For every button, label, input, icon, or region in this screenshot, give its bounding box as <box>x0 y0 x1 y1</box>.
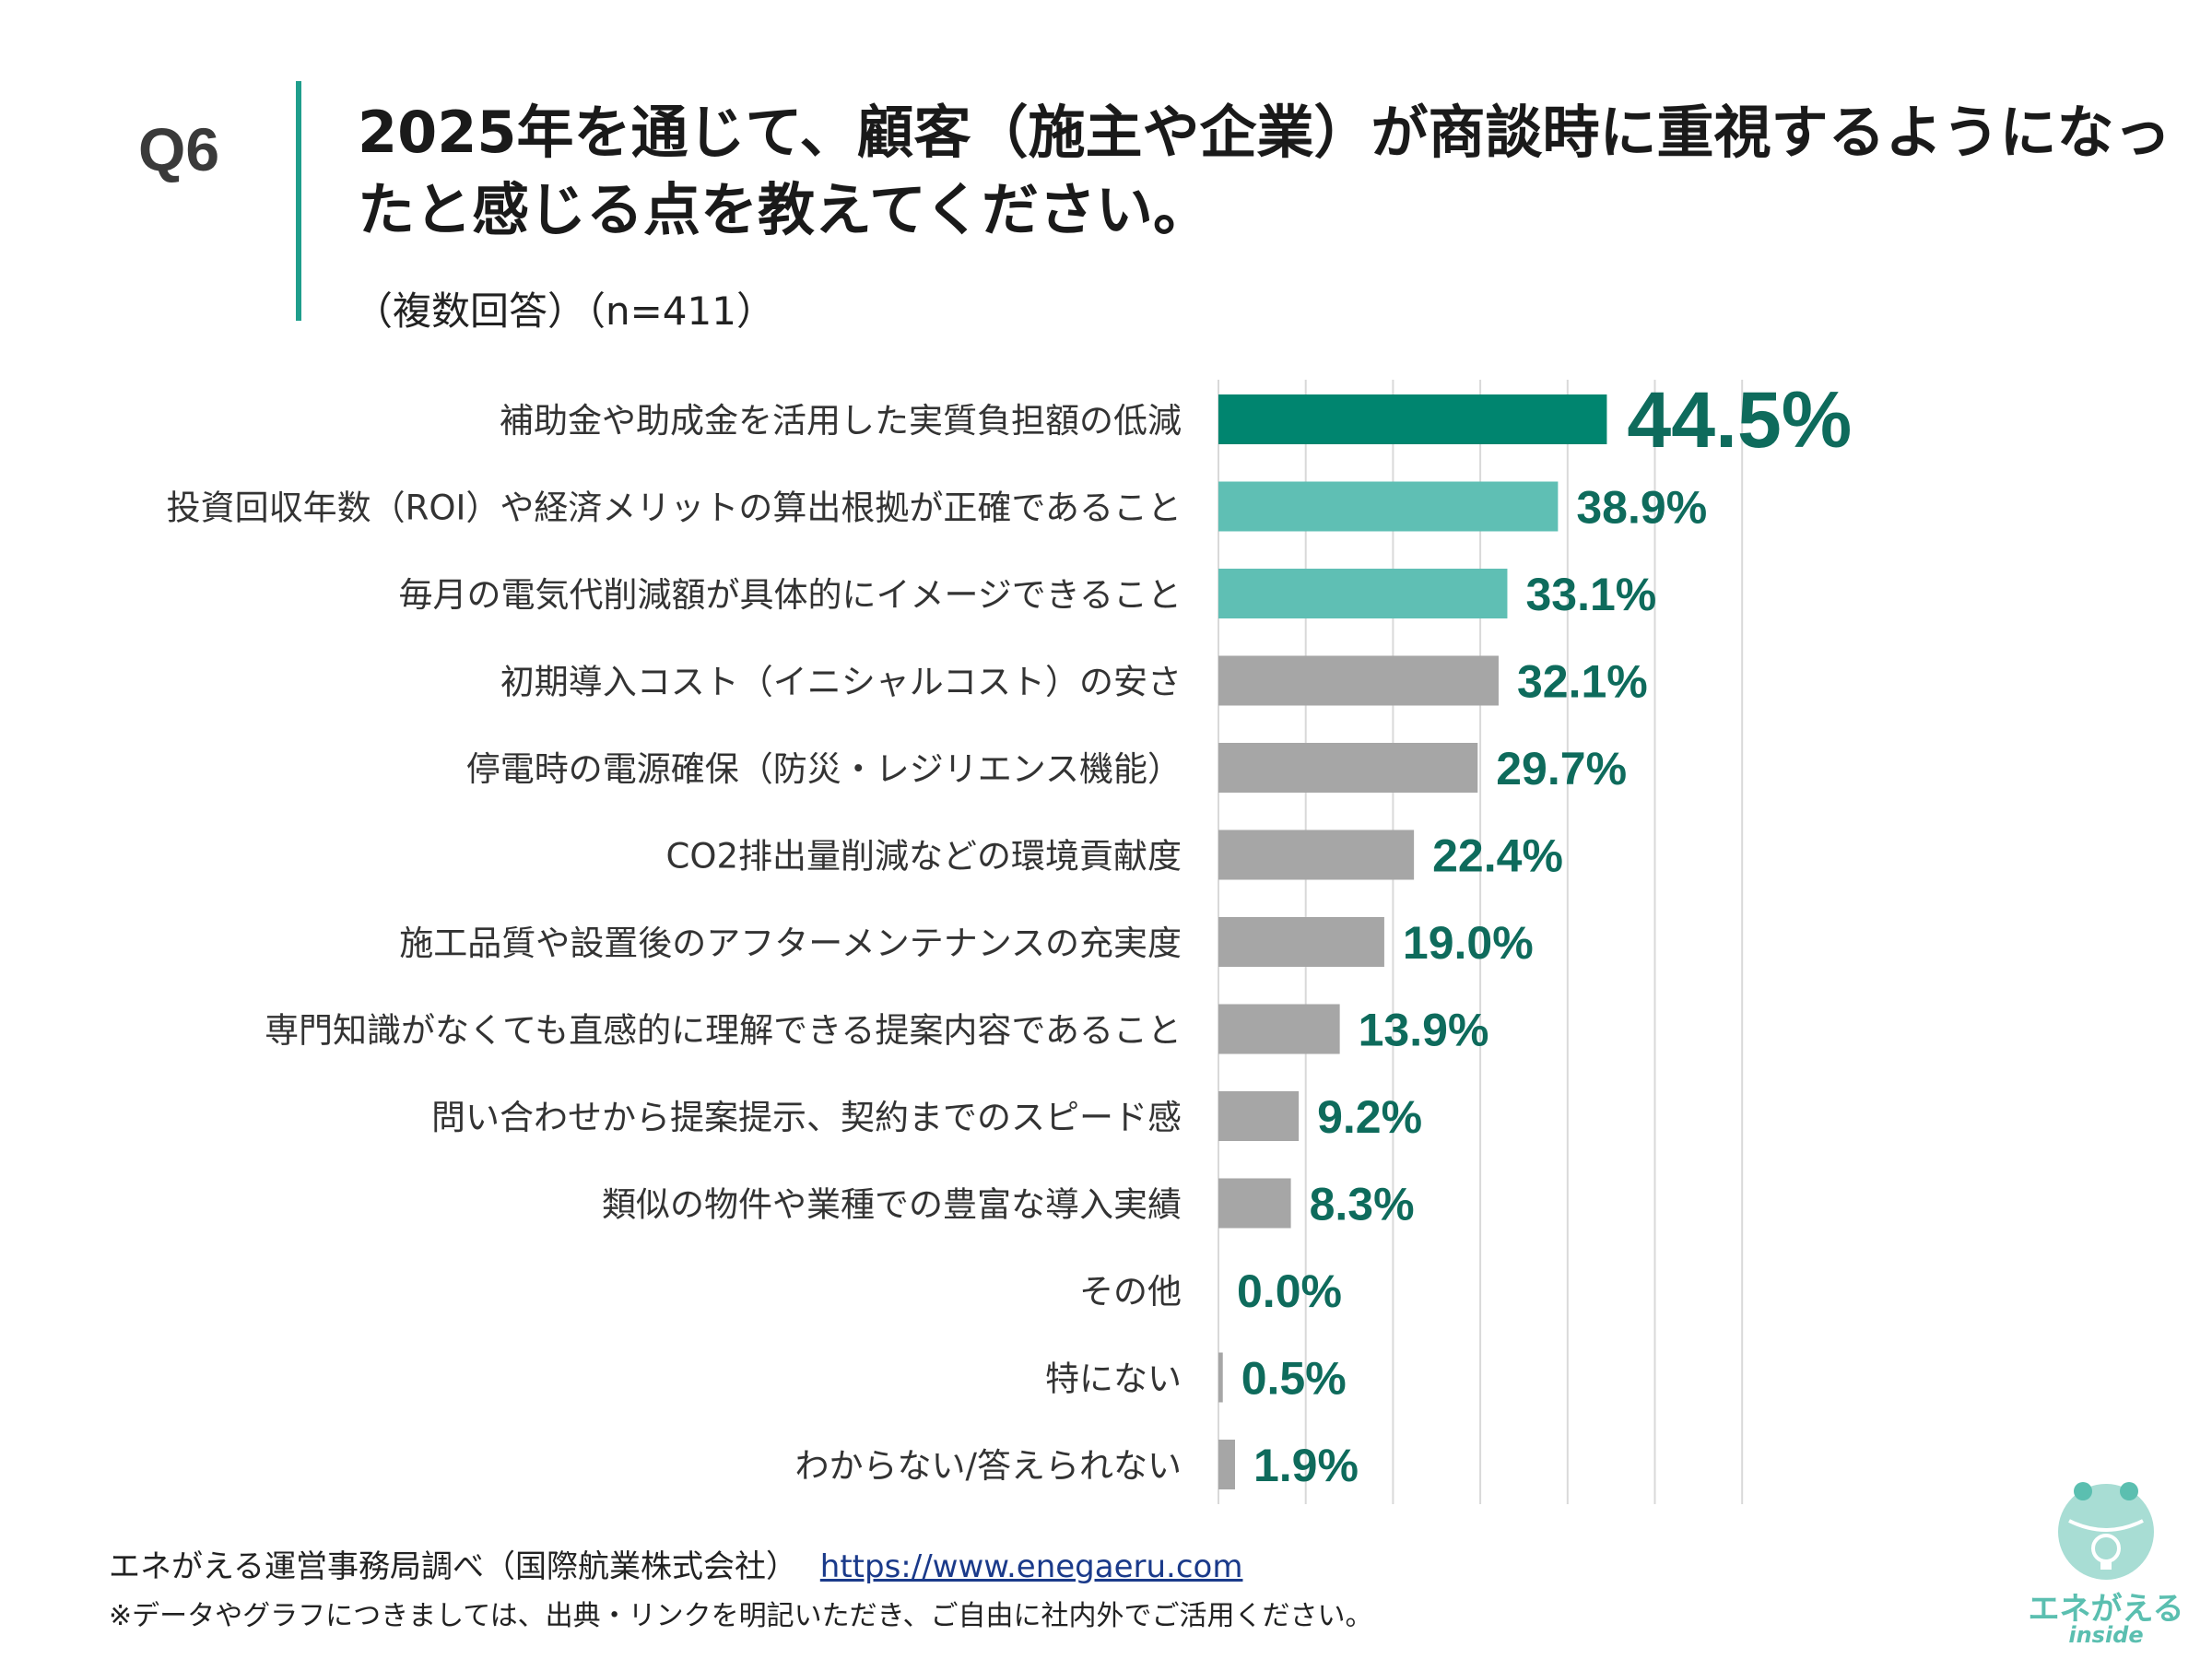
category-label: 補助金や助成金を活用した実質負担額の低減 <box>500 401 1182 441</box>
data-label: 0.5% <box>1241 1353 1347 1405</box>
data-label: 13.9% <box>1359 1005 1489 1056</box>
source-credit: エネがえる運営事務局調べ（国際航業株式会社） https://www.enega… <box>109 1541 1242 1586</box>
bar <box>1218 655 1499 706</box>
category-label: 投資回収年数（ROI）や経済メリットの算出根拠が正確であること <box>167 488 1182 528</box>
data-label: 22.4% <box>1432 830 1563 882</box>
logo-name: エネがえる <box>2028 1591 2184 1628</box>
category-label: CO2排出量削減などの環境貢献度 <box>666 837 1182 877</box>
bar <box>1218 1440 1235 1489</box>
category-label: 専門知識がなくても直感的に理解できる提案内容であること <box>265 1011 1182 1051</box>
bar <box>1218 1178 1291 1229</box>
data-label: 33.1% <box>1525 569 1656 620</box>
data-label: 19.0% <box>1403 917 1534 969</box>
bar <box>1218 481 1559 532</box>
category-label: わからない/答えられない <box>795 1446 1182 1486</box>
bar <box>1218 1352 1223 1403</box>
data-label: 29.7% <box>1496 743 1627 794</box>
logo-sub: inside <box>2068 1622 2144 1648</box>
subtitle: （複数回答）（n=411） <box>354 288 775 334</box>
category-label: 特にない <box>1045 1359 1182 1399</box>
bar <box>1218 1091 1300 1141</box>
data-label: 1.9% <box>1253 1440 1359 1491</box>
source-text: エネがえる運営事務局調べ（国際航業株式会社） <box>109 1548 797 1585</box>
bar-chart: 補助金や助成金を活用した実質負担額の低減 44.5% 投資回収年数（ROI）や経済メ… <box>167 376 1852 1504</box>
frog-lightbulb-icon <box>2058 1482 2154 1580</box>
question-label: Q6 <box>138 115 220 183</box>
data-label: 9.2% <box>1317 1091 1422 1143</box>
bar <box>1218 917 1384 967</box>
data-label: 32.1% <box>1517 656 1648 708</box>
usage-note: ※データやグラフにつきましては、出典・リンクを明記いただき、ご自由に社内外でご活… <box>109 1600 1373 1632</box>
data-label: 0.0% <box>1237 1265 1342 1317</box>
page-title: 2025年を通じて、顧客（施主や企業）が商談時に重視するようになったと感じる点を… <box>358 99 2171 243</box>
category-label: 類似の物件や業種での豊富な導入実績 <box>602 1185 1182 1225</box>
data-label: 44.5% <box>1627 376 1852 465</box>
accent-divider <box>296 81 301 321</box>
category-label: その他 <box>1079 1272 1182 1312</box>
category-label: 初期導入コスト（イニシャルコスト）の安さ <box>500 663 1182 702</box>
bar <box>1218 394 1607 444</box>
category-label: 停電時の電源確保（防災・レジリエンス機能） <box>466 749 1182 789</box>
bar <box>1218 1004 1340 1054</box>
data-label: 8.3% <box>1310 1179 1415 1230</box>
data-label: 38.9% <box>1576 482 1707 534</box>
bar <box>1218 569 1508 618</box>
bar <box>1218 830 1415 880</box>
category-label: 施工品質や設置後のアフターメンテナンスの充実度 <box>399 924 1182 963</box>
brand-logo: エネがえる inside <box>2018 1475 2194 1650</box>
category-label: 問い合わせから提案提示、契約までのスピード感 <box>431 1098 1182 1137</box>
source-link[interactable]: https://www.enegaeru.com <box>819 1548 1243 1585</box>
bar <box>1218 743 1478 793</box>
category-label: 毎月の電気代削減額が具体的にイメージできること <box>398 575 1182 615</box>
